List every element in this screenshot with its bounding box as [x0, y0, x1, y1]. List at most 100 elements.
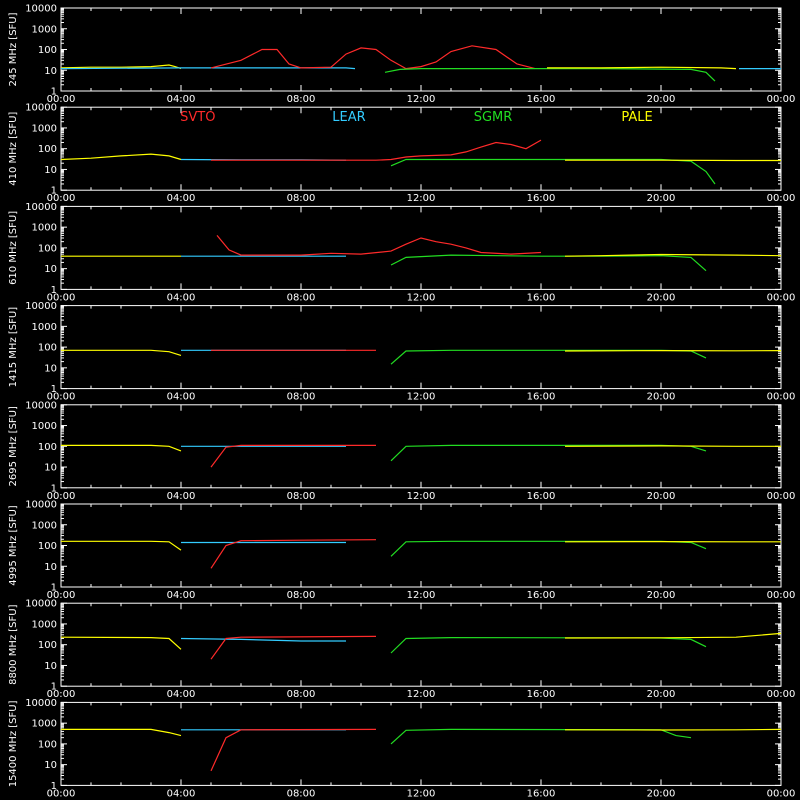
x-tick-label: 20:00: [647, 788, 676, 799]
series-line-svto: [211, 139, 542, 161]
panel-1: 1 10 100 1000 10000 00:00 04:00 08:00 12:00 16:00…: [8, 4, 795, 106]
series-line-sgmr: [390, 636, 707, 654]
x-tick-label: 16:00: [527, 689, 556, 700]
x-tick-label: 00:00: [47, 590, 76, 601]
x-tick-label: 04:00: [167, 590, 196, 601]
y-tick-label: 10: [44, 661, 57, 672]
series-line-pale: [60, 64, 182, 70]
panel-6: 1 10 100 1000 10000 00:00 04:00 08:00 12:00 16:00…: [8, 500, 795, 602]
panel-4: 1 10 100 1000 10000 00:00 04:00 08:00 12:00 16:00…: [8, 301, 795, 403]
panel-5: 1 10 100 1000 10000 00:00 04:00 08:00 12:00 16:00…: [8, 400, 795, 502]
series-line-pale: [564, 632, 782, 639]
legend-entry-svto: SVTO: [180, 110, 215, 125]
x-tick-label: 16:00: [527, 193, 556, 204]
y-tick-label: 10000: [25, 4, 57, 15]
x-tick-label: 00:00: [47, 491, 76, 502]
series-line-svto: [216, 235, 542, 256]
x-tick-label: 20:00: [647, 491, 676, 502]
x-tick-label: 00:00: [47, 193, 76, 204]
y-tick-label: 1: [51, 186, 57, 197]
y-tick-label: 1000: [32, 123, 57, 134]
x-tick-label: 08:00: [287, 788, 316, 799]
y-tick-label: 100: [38, 640, 57, 651]
y-tick-label: 1000: [32, 223, 57, 234]
x-tick-label: 12:00: [407, 491, 436, 502]
x-tick-label: 12:00: [407, 590, 436, 601]
series-line-svto: [210, 539, 377, 569]
y-tick-label: 10000: [25, 202, 57, 213]
x-tick-label: 04:00: [167, 689, 196, 700]
y-axis-label: 4995 MHz [SFU]: [8, 505, 19, 586]
x-tick-label: 16:00: [527, 94, 556, 105]
series-line-sgmr: [390, 444, 707, 462]
series-line-pale: [564, 253, 782, 257]
y-tick-label: 10: [44, 66, 57, 77]
x-tick-label: 20:00: [647, 292, 676, 303]
y-axis-label: 410 MHz [SFU]: [8, 112, 19, 186]
y-tick-label: 1: [51, 483, 57, 494]
series-line-svto: [210, 635, 377, 660]
series-line-pale: [60, 636, 182, 650]
y-tick-label: 100: [38, 739, 57, 750]
y-tick-label: 1000: [32, 520, 57, 531]
y-axis-label: 8800 MHz [SFU]: [8, 604, 19, 685]
series-line-svto: [210, 45, 536, 70]
legend-entry-sgmr: SGMR: [474, 110, 513, 125]
x-tick-label: 00:00: [47, 292, 76, 303]
y-tick-label: 10: [44, 760, 57, 771]
x-tick-label: 20:00: [647, 590, 676, 601]
y-tick-label: 100: [38, 45, 57, 56]
y-tick-label: 100: [38, 144, 57, 155]
x-tick-label: 00:00: [767, 788, 796, 799]
y-tick-label: 10: [44, 562, 57, 573]
y-tick-label: 1: [51, 583, 57, 594]
x-tick-label: 00:00: [767, 491, 796, 502]
y-tick-label: 10000: [25, 400, 57, 411]
x-tick-label: 12:00: [407, 292, 436, 303]
series-line-pale: [61, 444, 182, 452]
y-tick-label: 100: [38, 343, 57, 354]
y-tick-label: 1000: [32, 322, 57, 333]
series-line-pale: [61, 349, 182, 356]
y-tick-label: 10: [44, 463, 57, 474]
x-tick-label: 00:00: [767, 392, 796, 403]
x-tick-label: 12:00: [407, 788, 436, 799]
x-tick-label: 08:00: [287, 193, 316, 204]
x-tick-label: 16:00: [527, 590, 556, 601]
x-tick-label: 16:00: [527, 292, 556, 303]
x-tick-label: 20:00: [647, 689, 676, 700]
x-tick-label: 04:00: [167, 491, 196, 502]
x-tick-label: 00:00: [767, 94, 796, 105]
series-line-pale: [61, 540, 182, 551]
x-tick-label: 08:00: [287, 94, 316, 105]
y-tick-label: 1: [51, 781, 57, 792]
x-tick-label: 00:00: [767, 689, 796, 700]
series-line-lear: [180, 637, 346, 642]
x-tick-label: 20:00: [647, 193, 676, 204]
x-tick-label: 04:00: [167, 788, 196, 799]
series-line-pale: [564, 728, 782, 731]
y-tick-label: 1: [51, 384, 57, 395]
y-tick-label: 10: [44, 363, 57, 374]
x-tick-label: 04:00: [167, 292, 196, 303]
panel-7: 1 10 100 1000 10000 00:00 04:00 08:00 12:00 16:00…: [8, 599, 795, 701]
series-line-sgmr: [384, 68, 716, 82]
y-tick-label: 1: [51, 87, 57, 98]
series-line-pale: [60, 153, 182, 161]
x-tick-label: 16:00: [527, 788, 556, 799]
legend-entry-pale: PALE: [621, 110, 652, 125]
x-tick-label: 12:00: [407, 94, 436, 105]
y-tick-label: 10: [44, 264, 57, 275]
x-tick-label: 04:00: [167, 94, 196, 105]
panel-2: 1 10 100 1000 10000 00:00 04:00 08:00 12:00 16:00…: [8, 103, 795, 205]
x-tick-label: 20:00: [647, 392, 676, 403]
y-axis-label: 15400 MHz [SFU]: [8, 700, 19, 787]
series-line-sgmr: [390, 349, 707, 365]
y-tick-label: 1000: [32, 719, 57, 730]
series-line-pale: [61, 728, 182, 737]
x-tick-label: 12:00: [407, 689, 436, 700]
series-line-sgmr: [390, 158, 716, 185]
x-tick-label: 08:00: [287, 491, 316, 502]
